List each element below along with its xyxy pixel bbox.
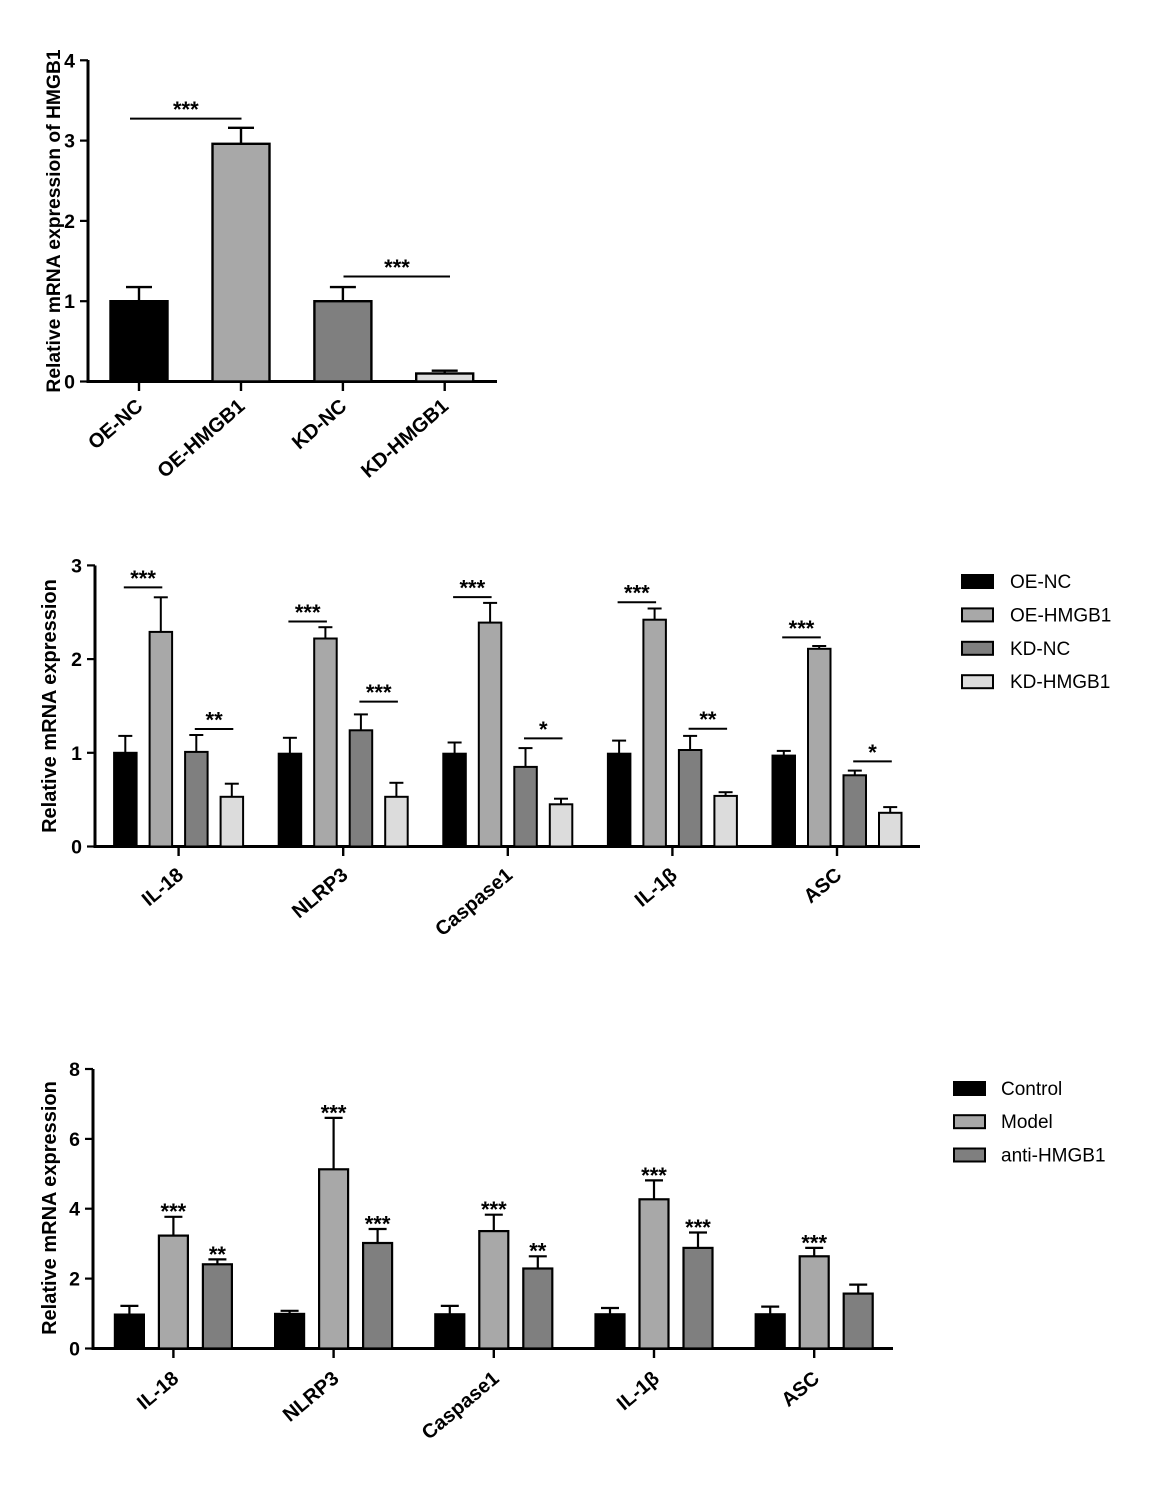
- svg-text:Control: Control: [1001, 1079, 1062, 1100]
- svg-text:1: 1: [71, 743, 82, 765]
- svg-text:***: ***: [624, 581, 650, 606]
- svg-text:**: **: [529, 1239, 547, 1264]
- svg-text:2: 2: [69, 1269, 80, 1291]
- svg-text:6: 6: [69, 1129, 80, 1151]
- svg-text:1: 1: [64, 291, 75, 313]
- svg-text:***: ***: [321, 1100, 347, 1125]
- svg-text:OE-NC: OE-NC: [1010, 572, 1071, 593]
- svg-text:3: 3: [64, 131, 75, 153]
- svg-text:0: 0: [64, 372, 75, 394]
- svg-text:***: ***: [459, 576, 485, 601]
- svg-text:***: ***: [685, 1215, 711, 1240]
- svg-text:Model: Model: [1001, 1112, 1053, 1133]
- svg-text:***: ***: [130, 566, 156, 591]
- svg-text:***: ***: [366, 680, 392, 705]
- svg-text:2: 2: [71, 649, 82, 671]
- svg-text:KD-NC: KD-NC: [1010, 639, 1070, 660]
- svg-text:Relative mRNA expression: Relative mRNA expression: [39, 579, 61, 833]
- svg-text:***: ***: [384, 255, 410, 280]
- svg-text:***: ***: [173, 97, 199, 122]
- svg-text:4: 4: [69, 1199, 80, 1221]
- svg-text:***: ***: [365, 1211, 391, 1236]
- svg-text:Relative mRNA expression of HM: Relative mRNA expression of HMGB1: [44, 49, 65, 392]
- svg-text:***: ***: [295, 600, 321, 625]
- svg-text:8: 8: [69, 1059, 80, 1081]
- svg-text:KD-HMGB1: KD-HMGB1: [1010, 672, 1110, 693]
- svg-text:***: ***: [789, 616, 815, 641]
- svg-text:***: ***: [161, 1199, 187, 1224]
- svg-text:anti-HMGB1: anti-HMGB1: [1001, 1146, 1106, 1167]
- svg-text:2: 2: [64, 211, 75, 233]
- svg-text:***: ***: [641, 1163, 667, 1188]
- svg-text:**: **: [699, 707, 717, 732]
- svg-text:***: ***: [481, 1197, 507, 1222]
- svg-text:*: *: [539, 717, 548, 742]
- svg-text:0: 0: [69, 1339, 80, 1361]
- svg-text:**: **: [206, 707, 224, 732]
- svg-text:3: 3: [71, 555, 82, 577]
- svg-text:4: 4: [64, 50, 75, 72]
- svg-text:***: ***: [801, 1230, 827, 1255]
- svg-text:OE-HMGB1: OE-HMGB1: [1010, 605, 1111, 626]
- svg-text:0: 0: [71, 837, 82, 859]
- svg-text:**: **: [209, 1242, 227, 1267]
- svg-text:*: *: [868, 740, 877, 765]
- svg-text:Relative mRNA expression: Relative mRNA expression: [39, 1081, 61, 1335]
